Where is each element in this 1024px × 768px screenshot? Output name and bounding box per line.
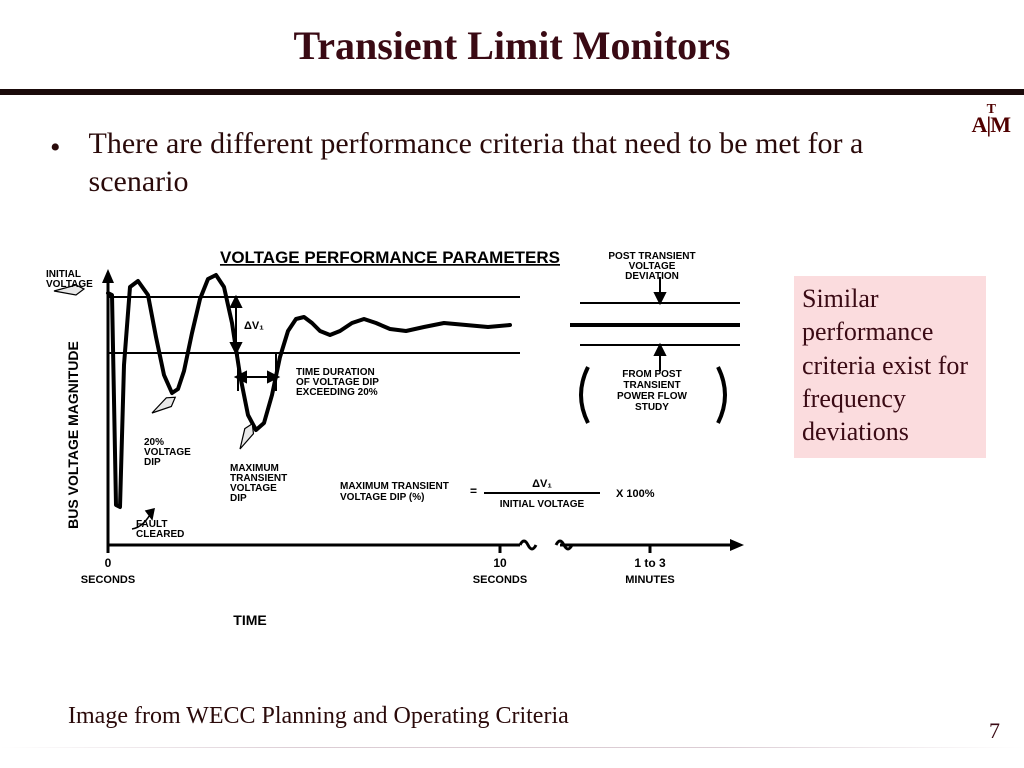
svg-text:POST TRANSIENTVOLTAGEDEVIATION: POST TRANSIENTVOLTAGEDEVIATION bbox=[608, 251, 695, 282]
bullet-text: There are different performance criteria… bbox=[89, 125, 909, 200]
svg-text:TIME: TIME bbox=[233, 612, 266, 628]
svg-text:MAXIMUMTRANSIENTVOLTAGEDIP: MAXIMUMTRANSIENTVOLTAGEDIP bbox=[230, 463, 287, 504]
svg-text:SECONDS: SECONDS bbox=[81, 574, 135, 586]
svg-text:0: 0 bbox=[105, 556, 112, 570]
svg-text:ΔV₁: ΔV₁ bbox=[532, 478, 552, 490]
page-number: 7 bbox=[989, 718, 1000, 744]
svg-text:10: 10 bbox=[493, 556, 507, 570]
header-divider bbox=[0, 89, 1024, 95]
svg-text:VOLTAGE PERFORMANCE PARAMETERS: VOLTAGE PERFORMANCE PARAMETERS bbox=[220, 248, 560, 267]
page-title: Transient Limit Monitors bbox=[0, 0, 1024, 69]
bullet-item: • There are different performance criter… bbox=[50, 125, 984, 200]
svg-text:ΔV₁: ΔV₁ bbox=[244, 320, 264, 332]
footer-divider bbox=[0, 747, 1024, 748]
svg-text:BUS VOLTAGE MAGNITUDE: BUS VOLTAGE MAGNITUDE bbox=[65, 341, 81, 529]
svg-text:FROM POSTTRANSIENTPOWER FLOWST: FROM POSTTRANSIENTPOWER FLOWSTUDY bbox=[617, 369, 688, 413]
image-caption: Image from WECC Planning and Operating C… bbox=[68, 703, 569, 730]
note-box: Similar performance criteria exist for f… bbox=[794, 276, 986, 458]
logo-bottom: A|M bbox=[972, 116, 1011, 135]
svg-text:MAXIMUM TRANSIENTVOLTAGE DIP (: MAXIMUM TRANSIENTVOLTAGE DIP (%) bbox=[340, 481, 449, 503]
svg-text:SECONDS: SECONDS bbox=[473, 574, 527, 586]
voltage-diagram: VOLTAGE PERFORMANCE PARAMETERS ΔV₁ bbox=[40, 245, 780, 665]
svg-text:X 100%: X 100% bbox=[616, 488, 655, 500]
svg-text:TIME DURATIONOF VOLTAGE DIPEXC: TIME DURATIONOF VOLTAGE DIPEXCEEDING 20% bbox=[296, 367, 379, 398]
svg-text:FAULTCLEARED: FAULTCLEARED bbox=[136, 519, 184, 540]
svg-text:INITIALVOLTAGE: INITIALVOLTAGE bbox=[46, 269, 93, 290]
svg-text:MINUTES: MINUTES bbox=[625, 574, 675, 586]
tam-logo: T A|M bbox=[972, 104, 1011, 135]
svg-text:1 to 3: 1 to 3 bbox=[634, 556, 666, 570]
svg-text:INITIAL VOLTAGE: INITIAL VOLTAGE bbox=[500, 499, 585, 510]
svg-text:20%VOLTAGEDIP: 20%VOLTAGEDIP bbox=[144, 437, 191, 468]
bullet-dot-icon: • bbox=[50, 131, 61, 165]
svg-text:=: = bbox=[470, 484, 477, 498]
